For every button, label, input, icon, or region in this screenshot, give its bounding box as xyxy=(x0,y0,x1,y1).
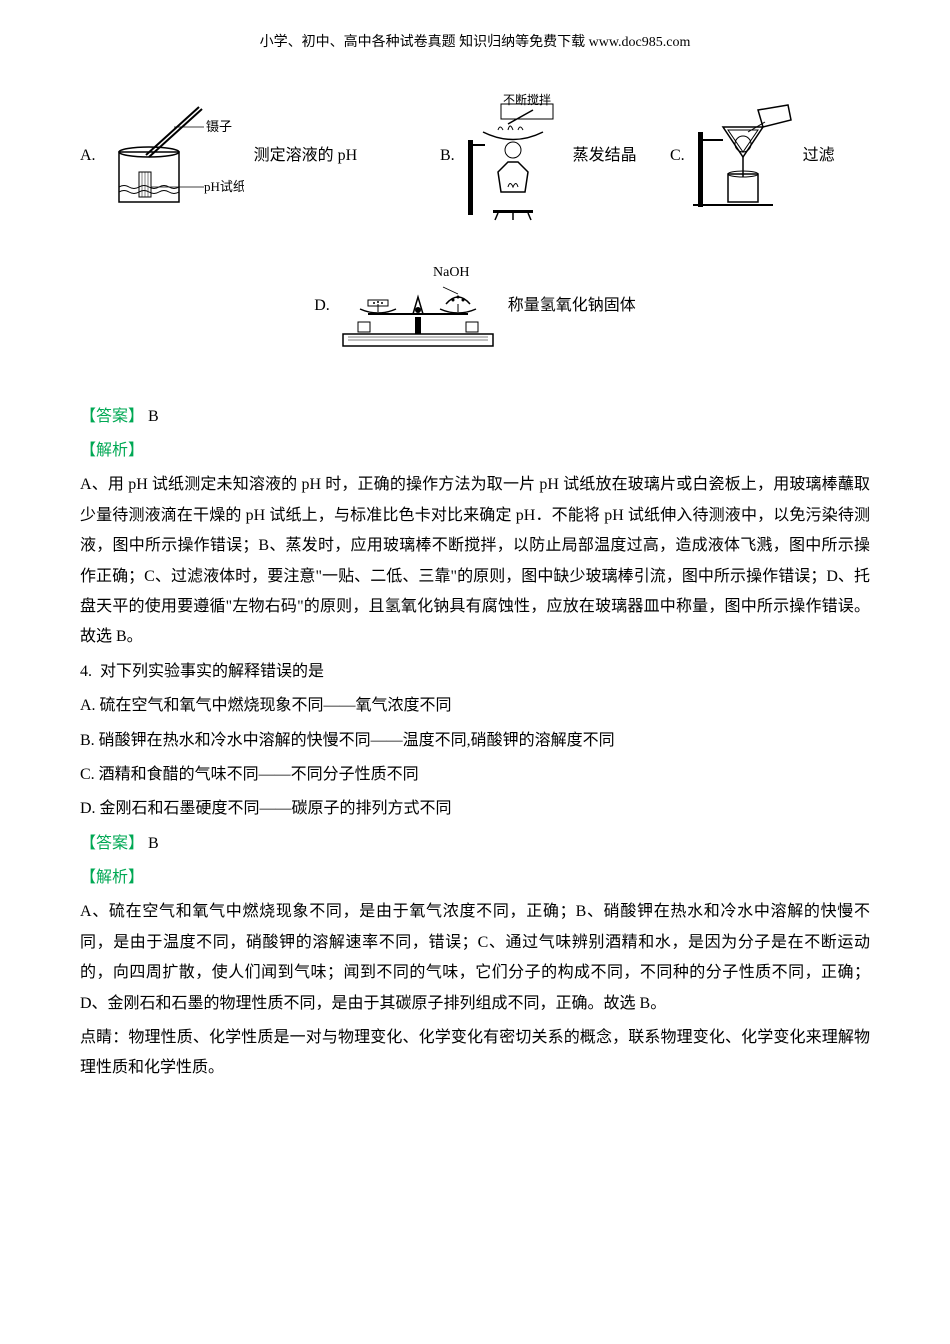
analysis-4-text: A、硫在空气和氧气中燃烧现象不同，是由于氧气浓度不同，正确；B、硝酸钾在热水和冷… xyxy=(80,897,870,1019)
analysis-4-label: 【解析】 xyxy=(80,869,144,886)
analysis-3-label: 【解析】 xyxy=(80,442,144,459)
answer-3-value: B xyxy=(148,408,159,425)
question-4-section: 4. 对下列实验事实的解释错误的是 A. 硫在空气和氧气中燃烧现象不同——氧气浓… xyxy=(80,657,870,825)
question-4-opt-b: B. 硝酸钾在热水和冷水中溶解的快慢不同——温度不同,硝酸钾的溶解度不同 xyxy=(80,726,870,756)
answer-4-label: 【答案】 xyxy=(80,835,144,852)
diagram-b-stir-label: 不断搅拌 xyxy=(503,92,551,107)
option-d-row: D. NaOH 称量氢氧化钠固体 xyxy=(80,262,870,352)
diagram-d-naoh-label: NaOH xyxy=(433,265,470,280)
option-c-label: C. xyxy=(670,141,685,171)
question-4-opt-d: D. 金刚石和石墨硬度不同——碳原子的排列方式不同 xyxy=(80,794,870,824)
option-a-label: A. xyxy=(80,141,96,171)
analysis-4-note: 点睛：物理性质、化学性质是一对与物理变化、化学变化有密切关系的概念，联系物理变化… xyxy=(80,1023,870,1084)
question-4-num: 4. xyxy=(80,663,92,680)
diagram-b-evaporation: 不断搅拌 xyxy=(463,92,563,222)
option-d-text: 称量氢氧化钠固体 xyxy=(508,291,636,321)
option-b-label: B. xyxy=(440,141,455,171)
option-d-label: D. xyxy=(314,291,330,321)
question-4-opt-a: A. 硫在空气和氧气中燃烧现象不同——氧气浓度不同 xyxy=(80,691,870,721)
option-b: B. 不断搅拌 蒸发结晶 xyxy=(440,92,670,222)
diagram-d-balance: NaOH xyxy=(338,262,498,352)
answer-4-section: 【答案】 B 【解析】 A、硫在空气和氧气中燃烧现象不同，是由于氧气浓度不同，正… xyxy=(80,829,870,1084)
option-b-text: 蒸发结晶 xyxy=(573,141,637,171)
answer-3-label: 【答案】 xyxy=(80,408,144,425)
option-c: C. 过滤 xyxy=(670,102,835,212)
question-4-opt-c: C. 酒精和食醋的气味不同——不同分子性质不同 xyxy=(80,760,870,790)
answer-4-value: B xyxy=(148,835,159,852)
question-4-stem: 对下列实验事实的解释错误的是 xyxy=(100,663,324,680)
options-row-1: A. 镊子 pH试纸 测定溶液的 pH B. 不断搅拌 xyxy=(80,92,870,222)
diagram-a-tweezers-label: 镊子 xyxy=(206,119,232,134)
diagram-a-ph-test: 镊子 pH试纸 xyxy=(104,97,244,217)
option-a-text: 测定溶液的 pH xyxy=(254,141,358,171)
analysis-3-text: A、用 pH 试纸测定未知溶液的 pH 时，正确的操作方法为取一片 pH 试纸放… xyxy=(80,470,870,652)
option-c-text: 过滤 xyxy=(803,141,835,171)
option-a: A. 镊子 pH试纸 测定溶液的 pH xyxy=(80,97,440,217)
answer-3-section: 【答案】 B 【解析】 A、用 pH 试纸测定未知溶液的 pH 时，正确的操作方… xyxy=(80,402,870,653)
diagram-c-filter xyxy=(693,102,793,212)
diagram-a-paper-label: pH试纸 xyxy=(204,179,244,194)
page-header: 小学、初中、高中各种试卷真题 知识归纳等免费下载 www.doc985.com xyxy=(80,30,870,57)
